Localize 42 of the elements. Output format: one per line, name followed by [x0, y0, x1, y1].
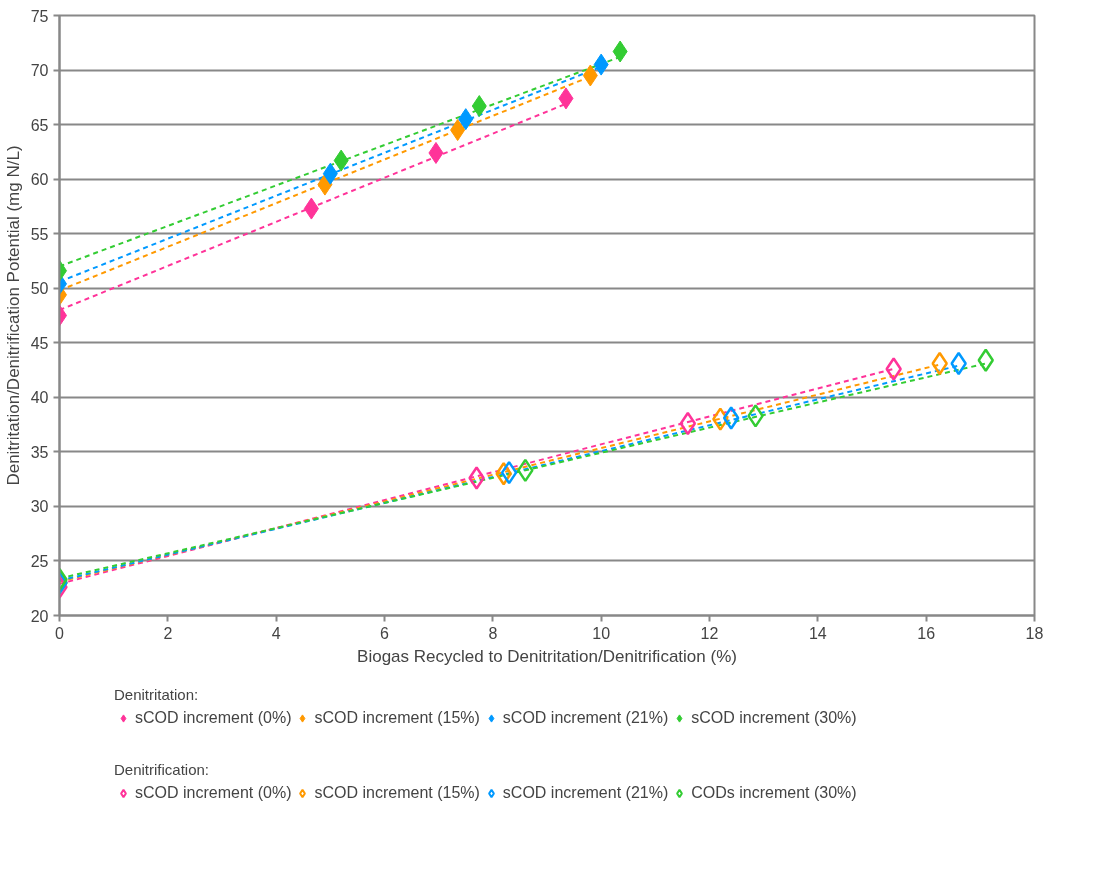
legend-label: sCOD increment (0%): [135, 784, 292, 802]
legend-label: sCOD increment (30%): [691, 709, 857, 727]
y-tick-label: 55: [30, 225, 49, 243]
y-tick-label: 20: [30, 607, 49, 625]
y-tick-label: 35: [30, 443, 49, 461]
point: [468, 466, 485, 490]
point: [722, 406, 740, 430]
point: [500, 460, 518, 485]
y-tick-label: 50: [30, 280, 49, 298]
x-tick-label: 4: [271, 624, 281, 642]
y-tick-label: 70: [30, 62, 49, 80]
x-tick-label: 14: [808, 624, 827, 642]
legend-label: CODs increment (30%): [691, 784, 857, 802]
x-tick-label: 18: [1025, 624, 1044, 642]
x-tick-label: 8: [488, 624, 498, 642]
y-tick-label: 40: [30, 389, 49, 407]
y-tick-label: 30: [30, 498, 49, 516]
y-tick-label: 75: [30, 7, 49, 25]
y-axis-title: Denitritation/Denitrification Potential (mg N/L): [3, 145, 23, 486]
legend-label: sCOD increment (15%): [314, 784, 480, 802]
legend-label: sCOD increment (0%): [135, 709, 292, 727]
x-axis-title: Biogas Recycled to Denitritation/Denitrification (%): [357, 646, 737, 666]
x-tick-label: 0: [55, 624, 65, 642]
point: [885, 357, 902, 381]
point: [679, 411, 697, 436]
y-tick-label: 65: [30, 116, 49, 134]
x-tick-label: 10: [592, 624, 611, 642]
y-tick-label: 60: [30, 171, 49, 189]
legend-label: sCOD increment (21%): [502, 709, 669, 727]
point: [977, 348, 994, 372]
point: [747, 404, 764, 428]
x-tick-label: 2: [163, 624, 173, 642]
x-tick-label: 12: [700, 624, 719, 642]
point: [712, 407, 729, 431]
x-tick-label: 16: [917, 624, 936, 642]
text: Denitrification:: [114, 761, 210, 778]
text: Denitritation:: [114, 686, 199, 703]
y-tick-label: 25: [30, 552, 49, 570]
legend-label: sCOD increment (15%): [314, 709, 480, 727]
legend-label: sCOD increment (21%): [502, 784, 669, 802]
x-tick-label: 6: [380, 624, 390, 642]
y-tick-label: 45: [30, 334, 49, 352]
